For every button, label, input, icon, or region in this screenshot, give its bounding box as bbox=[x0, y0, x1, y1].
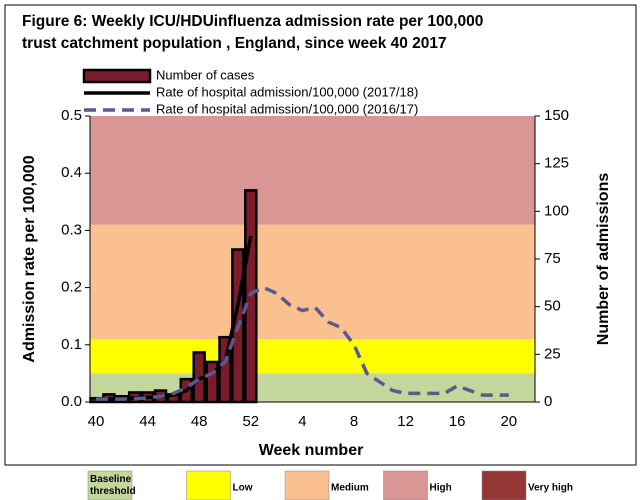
y-tick-label: 0.4 bbox=[61, 164, 82, 181]
x-tick-label: 40 bbox=[88, 413, 105, 430]
x-tick-label: 8 bbox=[350, 413, 358, 430]
x-tick-label: 48 bbox=[191, 413, 208, 430]
x-tick-label: 52 bbox=[242, 413, 259, 430]
bar bbox=[218, 335, 232, 404]
y2-tick-label: 125 bbox=[544, 155, 569, 172]
band-legend-swatch bbox=[383, 470, 428, 500]
x-tick-label: 4 bbox=[298, 413, 306, 430]
band-legend-label: Very high bbox=[528, 483, 573, 494]
legend-label: Rate of hospital admission/100,000 (2016… bbox=[156, 101, 418, 116]
band-legend-swatch bbox=[284, 470, 330, 500]
legend-swatch bbox=[82, 68, 152, 84]
y2-tick-label: 25 bbox=[544, 345, 561, 362]
y-axis-title: Admission rate per 100,000 bbox=[21, 155, 38, 362]
y2-tick-label: 100 bbox=[544, 202, 569, 219]
x-tick-label: 44 bbox=[139, 413, 156, 430]
x-axis-title: Week number bbox=[259, 442, 364, 459]
y2-tick-label: 50 bbox=[544, 298, 561, 315]
band-legend-label: Low bbox=[233, 483, 253, 494]
dashed-line bbox=[96, 285, 509, 401]
band-legend-label: Baseline threshold bbox=[90, 474, 136, 497]
band-legend-swatch bbox=[481, 470, 527, 500]
y2-tick-label: 150 bbox=[544, 107, 569, 124]
band-legend-swatch bbox=[87, 470, 133, 500]
x-tick-label: 20 bbox=[500, 413, 517, 430]
threshold-band bbox=[90, 116, 535, 225]
y-tick-label: 0.0 bbox=[61, 393, 82, 410]
chart-title: trust catchment population , England, si… bbox=[22, 35, 447, 52]
y2-tick-label: 75 bbox=[544, 250, 561, 267]
band-legend-label: High bbox=[430, 483, 452, 494]
y-tick-label: 0.3 bbox=[61, 221, 82, 238]
chart-border bbox=[4, 4, 637, 466]
chart-title: Figure 6: Weekly ICU/HDUinfluenza admiss… bbox=[22, 13, 483, 30]
y-tick-label: 0.1 bbox=[61, 336, 82, 353]
bar bbox=[205, 360, 219, 404]
legend-label: Number of cases bbox=[156, 67, 255, 82]
legend-label: Rate of hospital admission/100,000 (2017… bbox=[156, 84, 418, 99]
y-tick-label: 0.5 bbox=[61, 107, 82, 124]
x-tick-label: 12 bbox=[397, 413, 414, 430]
y2-tick-label: 0 bbox=[544, 393, 552, 410]
y-tick-label: 0.2 bbox=[61, 279, 82, 296]
threshold-band bbox=[90, 339, 535, 374]
threshold-band bbox=[90, 224, 535, 340]
band-legend-label: Medium bbox=[331, 483, 369, 494]
x-tick-label: 16 bbox=[449, 413, 466, 430]
band-legend-swatch bbox=[186, 470, 231, 500]
y2-axis-title: Number of admissions bbox=[595, 173, 612, 346]
